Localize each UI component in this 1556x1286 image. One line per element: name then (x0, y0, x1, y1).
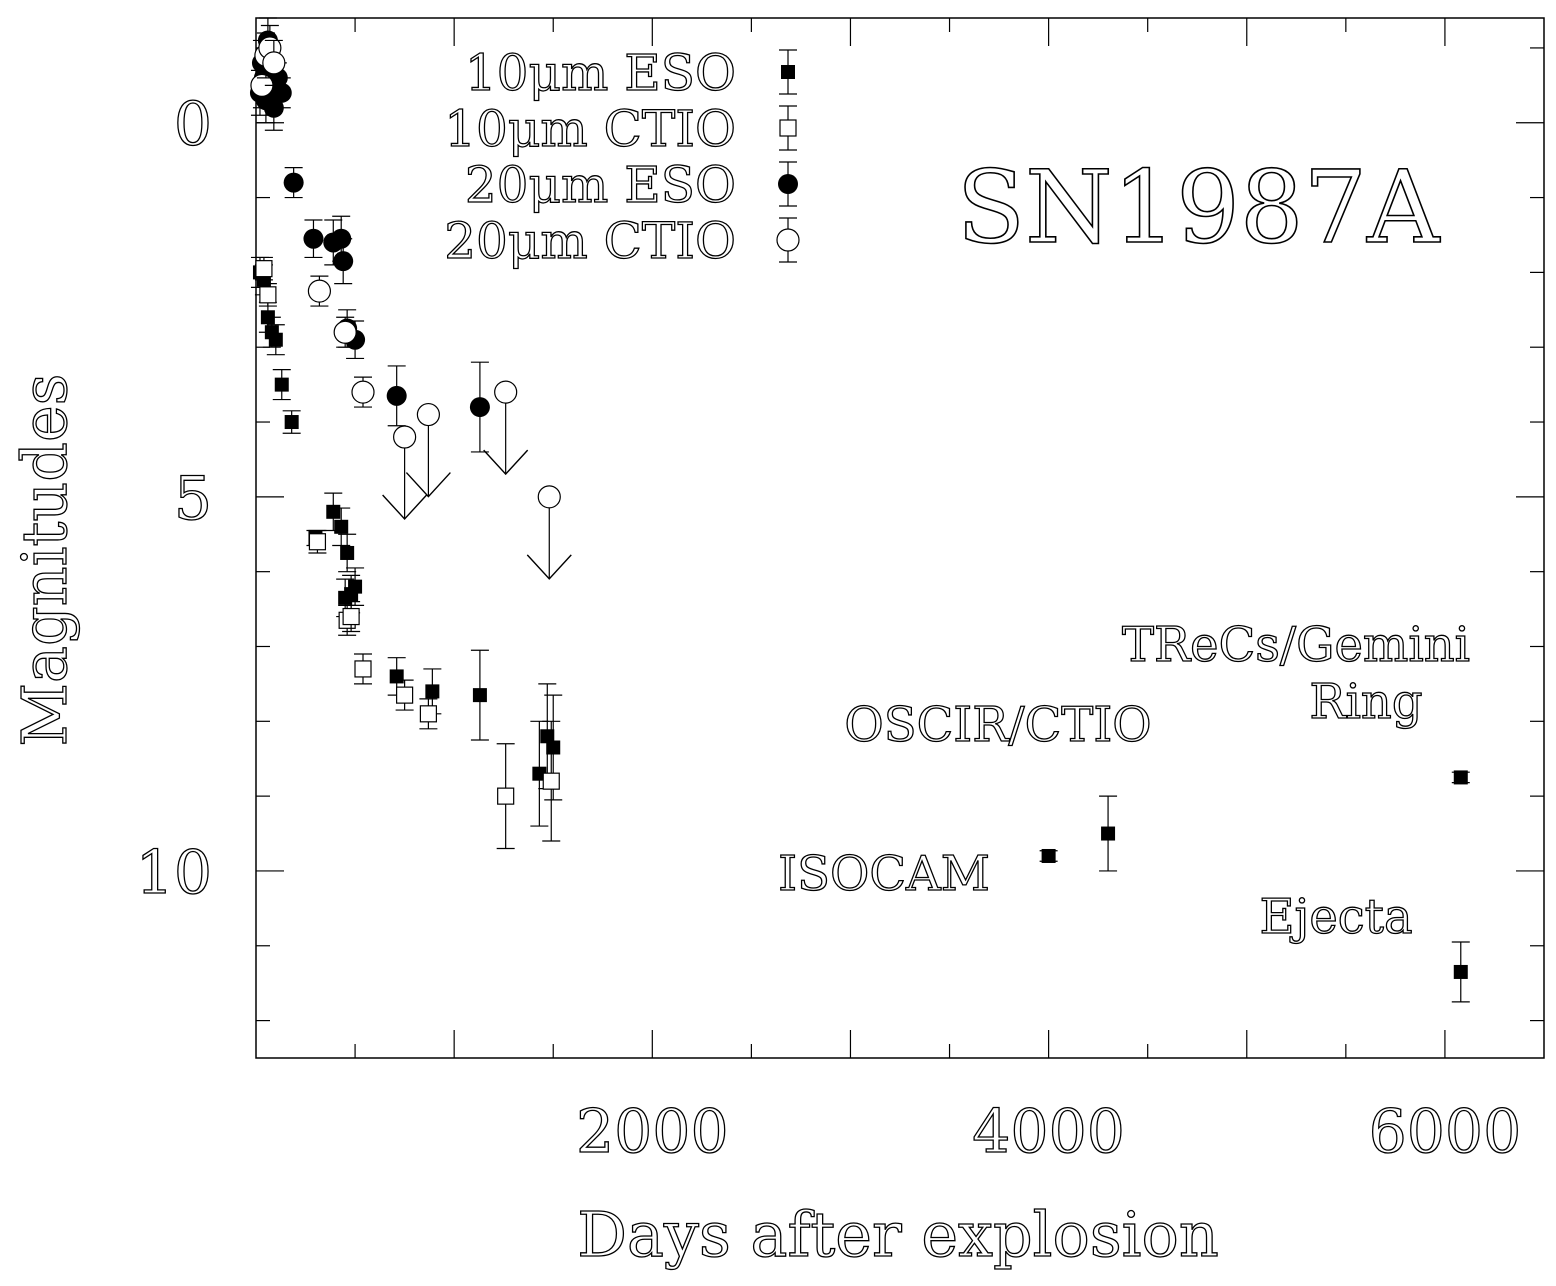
upper-limit-arrow (526, 554, 572, 580)
data-point (340, 545, 355, 560)
data-point (307, 279, 332, 303)
data-point (389, 669, 404, 684)
x-tick-label: 4000 (972, 1097, 1125, 1167)
data-point (283, 172, 304, 193)
data-point (416, 402, 440, 427)
data-point (354, 660, 372, 678)
upper-limit-arrow (405, 472, 451, 498)
y-axis-title: Magnitudes (8, 374, 81, 747)
chart-title: SN1987A (957, 149, 1441, 266)
legend-label: 10μm ESO (465, 44, 736, 102)
data-point (255, 260, 273, 278)
plot-frame (255, 17, 1545, 1059)
legend-label: 10μm CTIO (444, 100, 736, 158)
series-10-m-ctio (254, 256, 561, 850)
series-10-m-eso (250, 256, 563, 827)
legend-marker (776, 228, 800, 252)
data-point (268, 332, 283, 347)
series-trecs-gemini-ejecta (1451, 941, 1470, 1003)
data-point (1453, 770, 1468, 785)
ring-annotation: Ring (1309, 674, 1422, 730)
legend-label: 20μm ESO (465, 156, 736, 214)
y-tick-label: 10 (136, 838, 212, 908)
oscir-annotation: OSCIR/CTIO (844, 697, 1151, 753)
data-point (342, 607, 360, 626)
legend-marker (781, 65, 795, 79)
data-point (393, 425, 417, 449)
data-point (284, 415, 299, 430)
legend-marker (779, 119, 797, 137)
x-axis-title: Days after explosion (577, 1198, 1219, 1271)
upper-limit-arrow (382, 494, 428, 521)
series-trecs-gemini-ring (1451, 770, 1470, 785)
ejecta-annotation: Ejecta (1259, 889, 1412, 945)
data-point (396, 686, 414, 704)
x-tick-label: 2000 (576, 1097, 729, 1167)
data-point (262, 51, 286, 75)
axes: 2000 4000 6000 0 5 10 (135, 17, 1545, 1168)
legend-marker (778, 174, 798, 194)
data-point (497, 787, 515, 805)
data-point (1101, 826, 1116, 841)
data-point (469, 397, 490, 418)
trecs-annotation: TReCs/Gemini (1122, 617, 1470, 673)
data-point (494, 380, 518, 404)
series-20-m-ctio (250, 24, 375, 408)
data-point (1041, 848, 1056, 863)
data-point (419, 705, 437, 723)
data-point (259, 286, 277, 304)
data-point (308, 533, 327, 551)
y-tick-label: 0 (174, 90, 212, 160)
series-20-m-ctio-upper-limits (382, 380, 572, 580)
data-point (542, 772, 560, 790)
data-point (334, 519, 349, 534)
y-tick-label: 5 (174, 464, 212, 534)
data-point (386, 385, 407, 406)
data-marks (249, 17, 1470, 1003)
series-oscir-ctio (1099, 795, 1118, 872)
upper-limit-arrow (483, 449, 529, 476)
data-point (351, 380, 375, 404)
isocam-annotation: ISOCAM (778, 846, 990, 902)
data-point (303, 228, 324, 249)
series-isocam (1039, 848, 1058, 863)
data-point (1453, 964, 1468, 979)
data-point (425, 684, 440, 699)
data-point (348, 579, 363, 594)
data-point (537, 485, 561, 509)
data-point (472, 688, 487, 703)
x-tick-label: 6000 (1369, 1097, 1522, 1167)
legend-label: 20μm CTIO (444, 212, 736, 270)
data-point (274, 377, 289, 392)
data-point (271, 82, 292, 103)
data-point (333, 251, 354, 272)
data-point (326, 504, 341, 519)
data-point (546, 740, 561, 755)
data-point (333, 320, 357, 344)
